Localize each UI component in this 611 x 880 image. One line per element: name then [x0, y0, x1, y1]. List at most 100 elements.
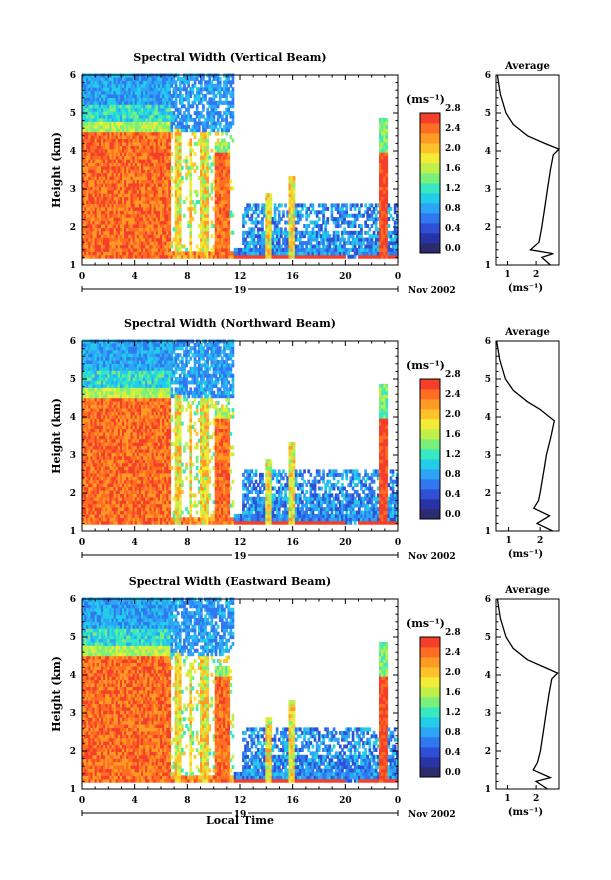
colorbar-swatch: [420, 499, 440, 509]
x-axis-label: Local Time: [206, 814, 274, 827]
colorbar-tick-label: 1.6: [445, 164, 461, 174]
y-tick-label: 5: [70, 633, 76, 643]
colorbar-swatch: [420, 757, 440, 767]
colorbar-swatch: [420, 459, 440, 469]
colorbar-swatch: [420, 767, 440, 777]
y-tick-label: 2: [70, 747, 76, 757]
colorbar-swatch: [420, 697, 440, 707]
colorbar-tick-label: 2.8: [445, 628, 461, 638]
average-y-tick-label: 1: [485, 527, 491, 537]
x-tick-label: 20: [339, 796, 352, 806]
x-tick-label: 0: [79, 538, 85, 548]
colorbar-swatch: [420, 409, 440, 419]
colorbar-tick-label: 1.2: [445, 450, 461, 460]
average-y-tick-label: 4: [485, 671, 491, 681]
average-x-tick-label: 1: [504, 270, 510, 280]
average-x-label: (ms⁻¹): [508, 283, 543, 294]
colorbar-unit: (ms⁻¹): [406, 359, 445, 372]
x-tick-label: 8: [184, 796, 190, 806]
y-tick-label: 6: [70, 71, 76, 81]
average-frame: [496, 75, 559, 265]
x-tick-label: 0: [395, 796, 401, 806]
y-tick-label: 6: [70, 595, 76, 605]
colorbar-unit: (ms⁻¹): [406, 93, 445, 106]
average-frame: [496, 341, 559, 531]
colorbar-tick-label: 2.4: [445, 124, 461, 134]
colorbar-swatch: [420, 657, 440, 667]
x-tick-label: 12: [234, 796, 247, 806]
colorbar-tick-label: 2.0: [445, 410, 461, 420]
y-tick-label: 1: [70, 527, 76, 537]
colorbar-swatch: [420, 193, 440, 203]
panel-title: Spectral Width (Eastward Beam): [129, 575, 331, 588]
panel-title: Spectral Width (Vertical Beam): [133, 51, 326, 64]
colorbar-tick-label: 1.6: [445, 430, 461, 440]
colorbar-swatch: [420, 203, 440, 213]
colorbar-tick-label: 2.8: [445, 104, 461, 114]
average-x-tick-label: 1: [504, 794, 510, 804]
colorbar-tick-label: 0.0: [445, 768, 461, 778]
colorbar-tick-label: 0.0: [445, 510, 461, 520]
average-y-tick-label: 6: [485, 71, 491, 81]
colorbar-swatch: [420, 399, 440, 409]
average-x-tick-label: 2: [537, 536, 543, 546]
colorbar-swatch: [420, 747, 440, 757]
x-tick-label: 0: [79, 796, 85, 806]
y-tick-label: 5: [70, 375, 76, 385]
y-tick-label: 5: [70, 109, 76, 119]
colorbar-swatch: [420, 647, 440, 657]
colorbar-swatch: [420, 113, 440, 123]
average-y-tick-label: 2: [485, 489, 491, 499]
colorbar-tick-label: 0.4: [445, 490, 461, 500]
colorbar-tick-label: 0.4: [445, 748, 461, 758]
colorbar: (ms⁻¹)0.00.40.81.21.62.02.42.8: [406, 359, 461, 520]
colorbar-tick-label: 0.0: [445, 244, 461, 254]
colorbar-swatch: [420, 173, 440, 183]
x-tick-label: 16: [286, 538, 299, 548]
colorbar-tick-label: 0.4: [445, 224, 461, 234]
y-tick-label: 1: [70, 261, 76, 271]
x-tick-label: 4: [132, 272, 138, 282]
colorbar-swatch: [420, 419, 440, 429]
y-axis-label: Height (km): [50, 656, 63, 732]
average-y-tick-label: 3: [485, 451, 491, 461]
colorbar-swatch: [420, 153, 440, 163]
colorbar-tick-label: 2.0: [445, 144, 461, 154]
colorbar-swatch: [420, 479, 440, 489]
colorbar-tick-label: 1.2: [445, 708, 461, 718]
colorbar-swatch: [420, 183, 440, 193]
colorbar-tick-label: 0.8: [445, 470, 461, 480]
colorbar-swatch: [420, 449, 440, 459]
date-label: Nov 2002: [408, 286, 456, 296]
x-tick-label: 20: [339, 272, 352, 282]
colorbar-swatch: [420, 439, 440, 449]
x-tick-label: 0: [395, 272, 401, 282]
colorbar-tick-label: 2.0: [445, 668, 461, 678]
colorbar-swatch: [420, 667, 440, 677]
average-y-tick-label: 1: [485, 261, 491, 271]
heatmap-cells: [82, 340, 399, 525]
average-line: [497, 75, 559, 265]
heatmap-cells: [82, 598, 399, 783]
date-label: Nov 2002: [408, 810, 456, 820]
colorbar-swatch: [420, 717, 440, 727]
average-y-tick-label: 5: [485, 375, 491, 385]
x-tick-label: 4: [132, 796, 138, 806]
y-tick-label: 4: [70, 413, 76, 423]
x-tick-label: 4: [132, 538, 138, 548]
average-y-tick-label: 5: [485, 633, 491, 643]
average-y-tick-label: 1: [485, 785, 491, 795]
average-y-tick-label: 3: [485, 709, 491, 719]
colorbar-swatch: [420, 223, 440, 233]
average-y-tick-label: 5: [485, 109, 491, 119]
colorbar-swatch: [420, 133, 440, 143]
colorbar-swatch: [420, 213, 440, 223]
average-y-tick-label: 3: [485, 185, 491, 195]
colorbar-tick-label: 2.8: [445, 370, 461, 380]
average-y-tick-label: 4: [485, 147, 491, 157]
colorbar-tick-label: 1.2: [445, 184, 461, 194]
